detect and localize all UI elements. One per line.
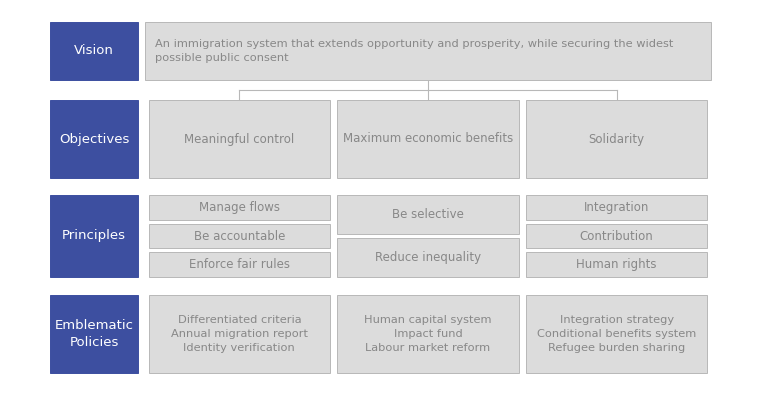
Bar (50, 100, 138, 178)
Bar (145, 22, 711, 80)
Bar (50, 295, 138, 373)
Text: Integration: Integration (584, 201, 649, 214)
Bar (148, 195, 330, 220)
Text: Differentiated criteria
Annual migration report
Identity verification: Differentiated criteria Annual migration… (170, 314, 308, 354)
Text: Enforce fair rules: Enforce fair rules (189, 258, 290, 271)
Bar (148, 100, 330, 178)
Text: Contribution: Contribution (580, 229, 654, 243)
Text: Be selective: Be selective (392, 208, 464, 221)
Bar (148, 252, 330, 277)
Text: Integration strategy
Conditional benefits system
Refugee burden sharing: Integration strategy Conditional benefit… (537, 314, 696, 354)
Text: Reduce inequality: Reduce inequality (375, 251, 481, 264)
Bar (526, 252, 708, 277)
Text: Emblematic
Policies: Emblematic Policies (55, 319, 133, 349)
Bar (337, 238, 519, 277)
Bar (526, 224, 708, 248)
Bar (50, 22, 138, 80)
Text: An immigration system that extends opportunity and prosperity, while securing th: An immigration system that extends oppor… (155, 39, 673, 63)
Text: Meaningful control: Meaningful control (184, 132, 295, 145)
Text: Maximum economic benefits: Maximum economic benefits (343, 132, 513, 145)
Bar (526, 295, 708, 373)
Text: Objectives: Objectives (59, 132, 129, 145)
Text: Human capital system
Impact fund
Labour market reform: Human capital system Impact fund Labour … (365, 314, 492, 354)
Bar (526, 195, 708, 220)
Bar (337, 100, 519, 178)
Bar (50, 195, 138, 277)
Text: Be accountable: Be accountable (193, 229, 285, 243)
Text: Principles: Principles (62, 229, 126, 243)
Text: Solidarity: Solidarity (588, 132, 645, 145)
Text: Vision: Vision (74, 45, 114, 58)
Bar (526, 100, 708, 178)
Bar (148, 224, 330, 248)
Bar (148, 295, 330, 373)
Bar (337, 195, 519, 234)
Bar (337, 295, 519, 373)
Text: Human rights: Human rights (576, 258, 657, 271)
Text: Manage flows: Manage flows (199, 201, 280, 214)
